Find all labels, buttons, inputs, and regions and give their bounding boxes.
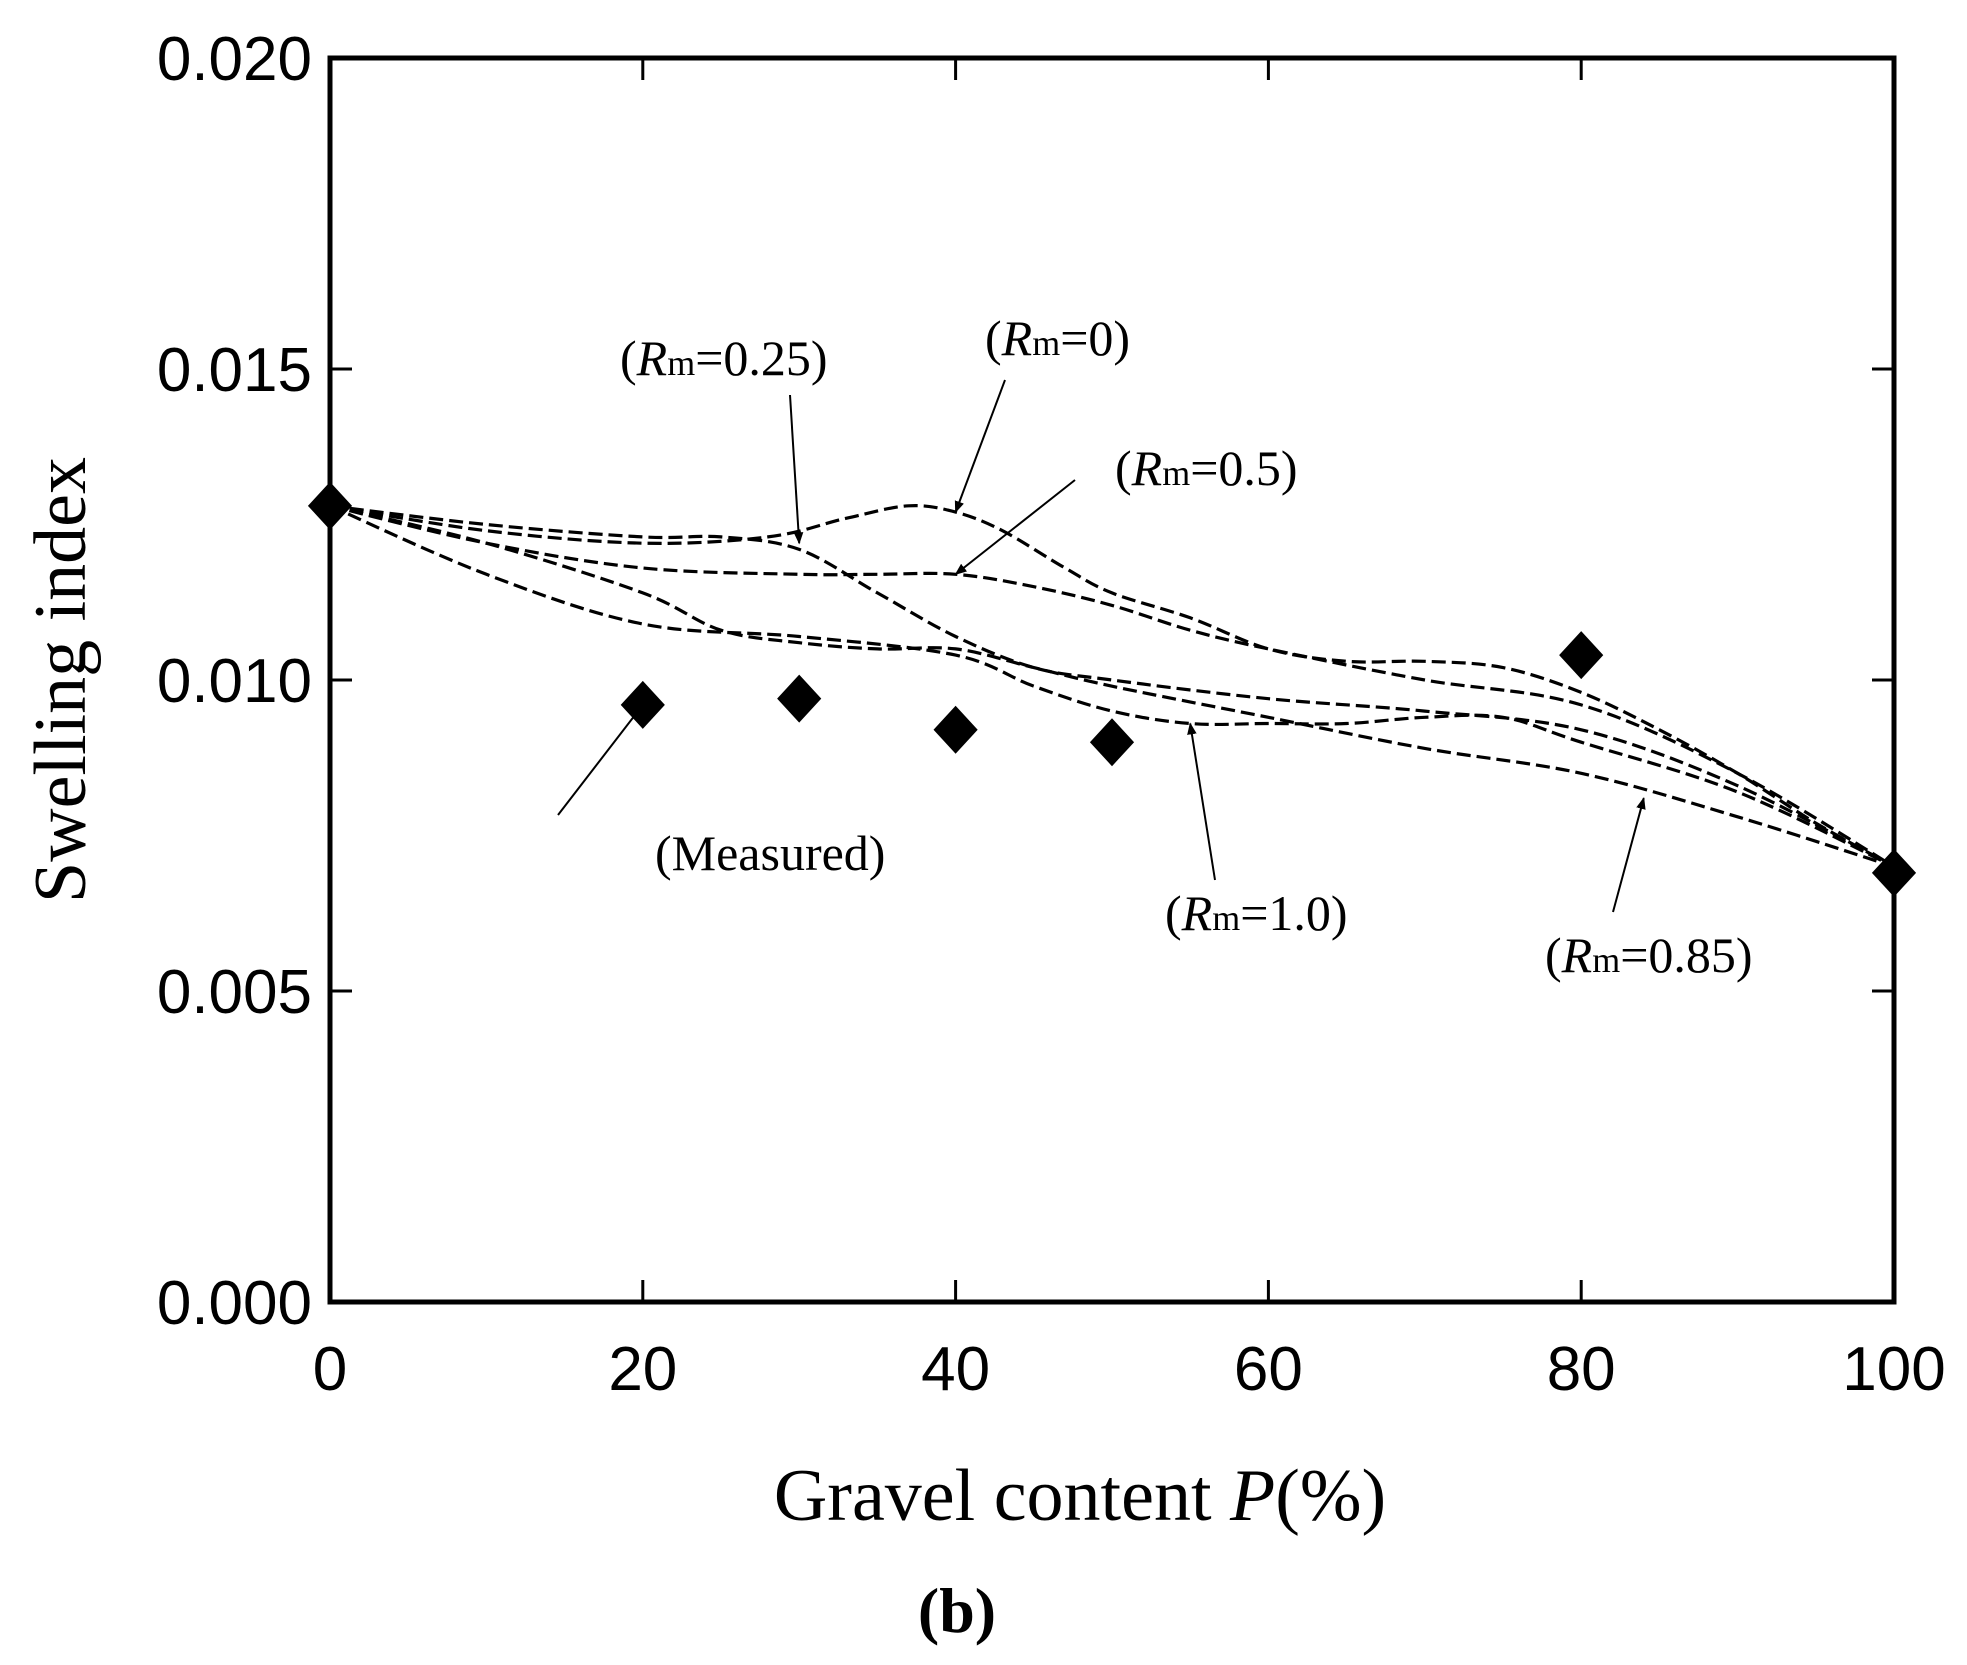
x-tick-label: 40 bbox=[921, 1335, 990, 1404]
y-tick-label: 0.010 bbox=[157, 647, 312, 716]
curve-rm-0 bbox=[329, 504, 1895, 868]
x-tick-label: 100 bbox=[1842, 1335, 1945, 1404]
annotation-arrow bbox=[557, 703, 644, 816]
y-tick-label: 0.000 bbox=[157, 1269, 312, 1338]
annotation-rm-0-5: (Rm=0.5) bbox=[1115, 440, 1298, 496]
x-axis-tick-labels: 0 20 40 60 80 100 bbox=[313, 1335, 1946, 1404]
y-tick-label: 0.005 bbox=[157, 958, 312, 1027]
annotation-arrow bbox=[954, 479, 1076, 576]
y-tick-label: 0.020 bbox=[157, 25, 312, 94]
annotation-measured: (Measured) bbox=[655, 825, 885, 881]
annotation-arrow bbox=[1612, 797, 1646, 913]
model-curves bbox=[329, 504, 1895, 869]
measured-point bbox=[777, 674, 822, 723]
annotation-rm-0-25: (Rm=0.25) bbox=[620, 330, 828, 386]
measured-point bbox=[1871, 848, 1917, 897]
x-tick-label: 0 bbox=[313, 1335, 347, 1404]
y-axis-ticks bbox=[330, 367, 1894, 993]
measured-point bbox=[1559, 631, 1604, 680]
annotation-rm-0: (Rm=0) bbox=[985, 310, 1130, 366]
measured-point bbox=[933, 705, 978, 754]
curve-rm-1-0 bbox=[329, 504, 1895, 869]
measured-point bbox=[307, 481, 353, 530]
curve-annotations: (Rm=0.25) (Rm=0) (Rm=0.5) (Measured) (Rm=1.0… bbox=[557, 310, 1753, 983]
annotation-arrow bbox=[954, 379, 1006, 514]
x-tick-label: 20 bbox=[608, 1335, 677, 1404]
y-tick-label: 0.015 bbox=[157, 336, 312, 405]
x-axis-ticks bbox=[641, 58, 1583, 1302]
curve-rm-0-85 bbox=[329, 504, 1895, 869]
curve-rm-0-5 bbox=[329, 504, 1895, 868]
y-axis-tick-labels: 0.000 0.005 0.010 0.015 0.020 bbox=[157, 25, 312, 1338]
x-tick-label: 60 bbox=[1234, 1335, 1303, 1404]
x-axis-title: Gravel content P(%) bbox=[774, 1455, 1386, 1537]
y-axis-title: Swelling index bbox=[20, 457, 102, 903]
plot-frame bbox=[327, 55, 1897, 1305]
measured-markers bbox=[307, 481, 1917, 897]
annotation-rm-1-0: (Rm=1.0) bbox=[1165, 885, 1348, 941]
annotation-arrow bbox=[789, 394, 804, 545]
x-tick-label: 80 bbox=[1547, 1335, 1616, 1404]
measured-point bbox=[1089, 718, 1135, 767]
annotation-arrow bbox=[1187, 722, 1216, 881]
annotation-rm-0-85: (Rm=0.85) bbox=[1545, 927, 1753, 983]
panel-label: (b) bbox=[918, 1575, 996, 1646]
